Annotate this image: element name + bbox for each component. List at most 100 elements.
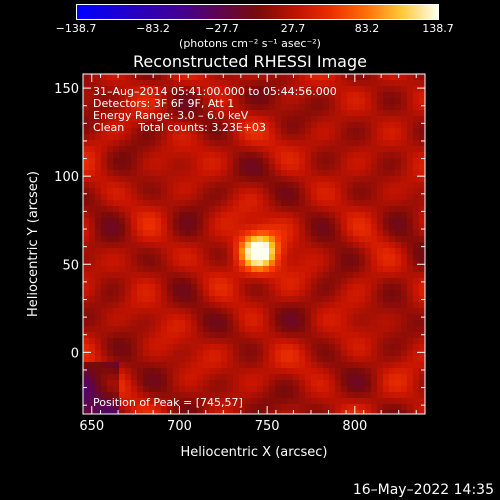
heatmap-cell [203, 296, 209, 302]
heatmap-cell [89, 134, 95, 140]
heatmap-cell [311, 128, 317, 134]
heatmap-cell [293, 158, 299, 164]
heatmap-cell [377, 212, 383, 218]
heatmap-cell [233, 104, 239, 110]
heatmap-cell [179, 182, 185, 188]
heatmap-cell [257, 332, 263, 338]
heatmap-cell [215, 272, 221, 278]
heatmap-cell [347, 164, 353, 170]
heatmap-cell [143, 104, 149, 110]
heatmap-cell [365, 272, 371, 278]
heatmap-cell [371, 224, 377, 230]
heatmap-cell [353, 230, 359, 236]
heatmap-cell [371, 164, 377, 170]
heatmap-cell [329, 128, 335, 134]
heatmap-cell [413, 338, 419, 344]
heatmap-cell [203, 308, 209, 314]
heatmap-cell [299, 398, 305, 404]
heatmap-cell [113, 380, 119, 386]
heatmap-cell [227, 272, 233, 278]
heatmap-cell [155, 236, 161, 242]
heatmap-cell [95, 74, 101, 80]
heatmap-cell [143, 284, 149, 290]
heatmap-cell [167, 410, 173, 414]
heatmap-cell [407, 398, 413, 404]
heatmap-cell [221, 248, 227, 254]
heatmap-cell [305, 314, 311, 320]
heatmap-cell [419, 284, 425, 290]
heatmap-cell [359, 104, 365, 110]
heatmap-cell [335, 74, 341, 80]
heatmap-cell [149, 296, 155, 302]
heatmap-cell [245, 230, 251, 236]
heatmap-cell [305, 338, 311, 344]
heatmap-cell [389, 212, 395, 218]
heatmap-cell [191, 314, 197, 320]
heatmap-cell [341, 80, 347, 86]
heatmap-cell [125, 74, 131, 80]
heatmap-cell [407, 236, 413, 242]
heatmap-cell [293, 176, 299, 182]
heatmap-cell [335, 176, 341, 182]
heatmap-cell [257, 86, 263, 92]
heatmap-cell [341, 248, 347, 254]
heatmap-cell [185, 368, 191, 374]
heatmap-cell [95, 212, 101, 218]
heatmap-cell [239, 356, 245, 362]
heatmap-cell [137, 332, 143, 338]
heatmap-cell [323, 230, 329, 236]
heatmap-cell [119, 116, 125, 122]
heatmap-cell [83, 392, 89, 398]
heatmap-cell [209, 98, 215, 104]
heatmap-cell [335, 134, 341, 140]
heatmap-cell [89, 392, 95, 398]
heatmap-cell [143, 248, 149, 254]
heatmap-cell [95, 350, 101, 356]
heatmap-cell [83, 350, 89, 356]
heatmap-cell [179, 386, 185, 392]
heatmap-cell [359, 188, 365, 194]
heatmap-cell [389, 350, 395, 356]
heatmap-cell [179, 206, 185, 212]
heatmap-cell [245, 158, 251, 164]
heatmap-cell [203, 194, 209, 200]
heatmap-cell [329, 302, 335, 308]
heatmap-cell [161, 140, 167, 146]
heatmap-cell [191, 194, 197, 200]
heatmap-cell [335, 98, 341, 104]
heatmap-cell [113, 152, 119, 158]
heatmap-cell [269, 350, 275, 356]
heatmap-cell [191, 98, 197, 104]
heatmap-cell [113, 170, 119, 176]
heatmap-cell [107, 326, 113, 332]
heatmap-cell [137, 254, 143, 260]
heatmap-cell [269, 236, 275, 242]
heatmap-cell [281, 242, 287, 248]
heatmap-cell [161, 374, 167, 380]
heatmap-cell [83, 386, 89, 392]
heatmap-cell [245, 344, 251, 350]
heatmap-cell [239, 146, 245, 152]
heatmap-cell [359, 386, 365, 392]
heatmap-cell [125, 410, 131, 414]
heatmap-cell [359, 410, 365, 414]
heatmap-cell [287, 296, 293, 302]
heatmap-cell [281, 386, 287, 392]
heatmap-cell [281, 122, 287, 128]
heatmap-cell [227, 278, 233, 284]
heatmap-cell [107, 320, 113, 326]
heatmap-cell [347, 356, 353, 362]
heatmap-cell [89, 398, 95, 404]
heatmap-cell [317, 188, 323, 194]
heatmap-cell [299, 260, 305, 266]
heatmap-cell [209, 344, 215, 350]
heatmap-cell [143, 356, 149, 362]
heatmap-cell [269, 278, 275, 284]
heatmap-cell [299, 188, 305, 194]
heatmap-cell [311, 242, 317, 248]
heatmap-cell [323, 248, 329, 254]
heatmap-cell [149, 314, 155, 320]
heatmap-cell [149, 146, 155, 152]
heatmap-cell [197, 104, 203, 110]
heatmap-cell [359, 194, 365, 200]
